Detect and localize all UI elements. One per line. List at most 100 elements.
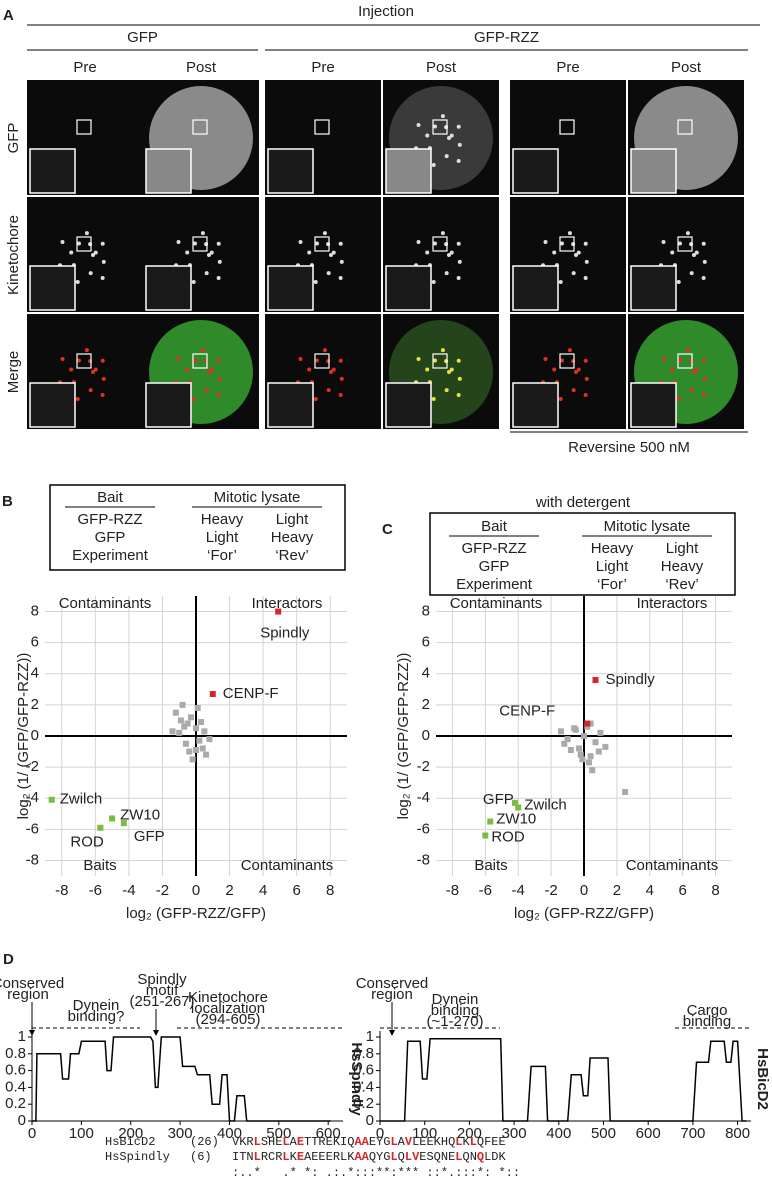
speck: [431, 280, 436, 285]
x-tick-label: 6: [292, 882, 300, 899]
roi-box: [559, 353, 575, 369]
legend-header: Bait: [97, 489, 124, 506]
speck: [558, 397, 563, 402]
x-tick-label: 100: [412, 1125, 437, 1142]
residues: Q: [398, 1150, 405, 1164]
conservation: :..* .* *: .:.*:::**:*** ::*.:::*: *::: [232, 1166, 520, 1180]
speck: [440, 231, 445, 236]
y-tick-label: 0: [18, 1112, 26, 1129]
background-point: [189, 756, 196, 763]
background-point: [206, 736, 213, 743]
speck: [315, 241, 320, 246]
background-point: [186, 748, 193, 755]
roi-box: [314, 119, 330, 135]
arrowhead: [29, 1030, 35, 1036]
background-point: [585, 759, 592, 766]
speck: [326, 271, 331, 276]
speck: [543, 239, 548, 244]
background-point: [572, 726, 579, 733]
x-tick-label: 4: [259, 882, 267, 899]
region-label: binding: [431, 1002, 479, 1019]
speck: [692, 253, 696, 257]
residues: AEEERLK: [304, 1150, 355, 1164]
x-tick-label: -4: [122, 882, 135, 899]
background-point: [187, 714, 194, 721]
y-tick-label: -8: [417, 851, 430, 868]
speck: [701, 393, 706, 398]
column-label: Pre: [73, 59, 96, 76]
region-label: (294-605): [195, 1011, 260, 1028]
speck: [416, 239, 421, 244]
speck: [543, 356, 548, 361]
residues: L: [254, 1135, 261, 1149]
inset: [29, 265, 76, 311]
speck: [558, 280, 563, 285]
sequence: VKRLSHELAETTREKIQAAEYGLAVLEEKHQLKLQFEE: [232, 1135, 506, 1149]
region-label: (~1-270): [426, 1013, 483, 1030]
y-tick-label: 0.8: [5, 1045, 26, 1062]
speck: [425, 367, 430, 372]
x-tick-label: 8: [326, 882, 334, 899]
background-point: [577, 751, 584, 758]
group-label: GFP: [127, 29, 158, 46]
residues: L: [455, 1150, 462, 1164]
speck: [75, 397, 80, 402]
region-label: localization: [191, 1000, 265, 1017]
legend-header: Mitotic lysate: [604, 518, 691, 535]
roi-box: [314, 353, 330, 369]
speck: [583, 393, 588, 398]
y-tick-label: 8: [31, 603, 39, 620]
speck: [193, 358, 198, 363]
legend-cell: ‘Rev’: [275, 547, 308, 564]
speck: [339, 259, 344, 264]
region-label: (251-267): [129, 993, 194, 1010]
legend-note: with detergent: [535, 494, 631, 511]
background-point: [184, 720, 191, 727]
column-label: Post: [426, 59, 457, 76]
quadrant-label: Interactors: [252, 595, 323, 612]
speck: [91, 370, 95, 374]
speck: [100, 276, 105, 281]
speck: [694, 367, 699, 372]
speck: [576, 367, 581, 372]
background-point: [177, 717, 184, 724]
background-point: [196, 737, 203, 744]
x-tick-label: -6: [89, 882, 102, 899]
speck: [307, 367, 312, 372]
speck: [185, 250, 190, 255]
y-tick-label: 6: [422, 634, 430, 651]
series-label: HsBicD2: [754, 1048, 771, 1110]
speck: [689, 388, 694, 393]
y-tick-label: 0.4: [353, 1078, 374, 1095]
background-point: [169, 728, 176, 735]
residues: ESQNE: [419, 1150, 455, 1164]
speck: [685, 348, 690, 353]
region-label: Conserved: [356, 975, 429, 992]
residues: L: [390, 1150, 397, 1164]
speck: [329, 253, 333, 257]
y-tick-label: -2: [26, 758, 39, 775]
residues: A: [398, 1135, 406, 1149]
residues: QFEE: [477, 1135, 506, 1149]
sequence-start: (6): [190, 1150, 212, 1164]
roi-box: [76, 119, 92, 135]
roi-box: [432, 353, 448, 369]
inset: [512, 148, 559, 194]
residues: SHE: [261, 1135, 283, 1149]
speck: [217, 259, 222, 264]
y-tick-label: 0.2: [353, 1095, 374, 1112]
region-label: Dynein: [73, 997, 120, 1014]
speck: [176, 239, 181, 244]
y-tick-label: 2: [422, 696, 430, 713]
x-tick-label: 2: [225, 882, 233, 899]
residues: AA: [354, 1135, 369, 1149]
speck: [91, 253, 95, 257]
point-label: Zwilch: [524, 797, 567, 814]
region-label: Kinetochore: [188, 989, 268, 1006]
y-tick-label: 1: [366, 1028, 374, 1045]
y-axis-label: log₂ (1/ (GFP/GFP-RZZ)): [15, 653, 32, 820]
speck: [88, 271, 93, 276]
x-tick-label: -4: [512, 882, 525, 899]
roi-box: [677, 236, 693, 252]
speck: [191, 397, 196, 402]
